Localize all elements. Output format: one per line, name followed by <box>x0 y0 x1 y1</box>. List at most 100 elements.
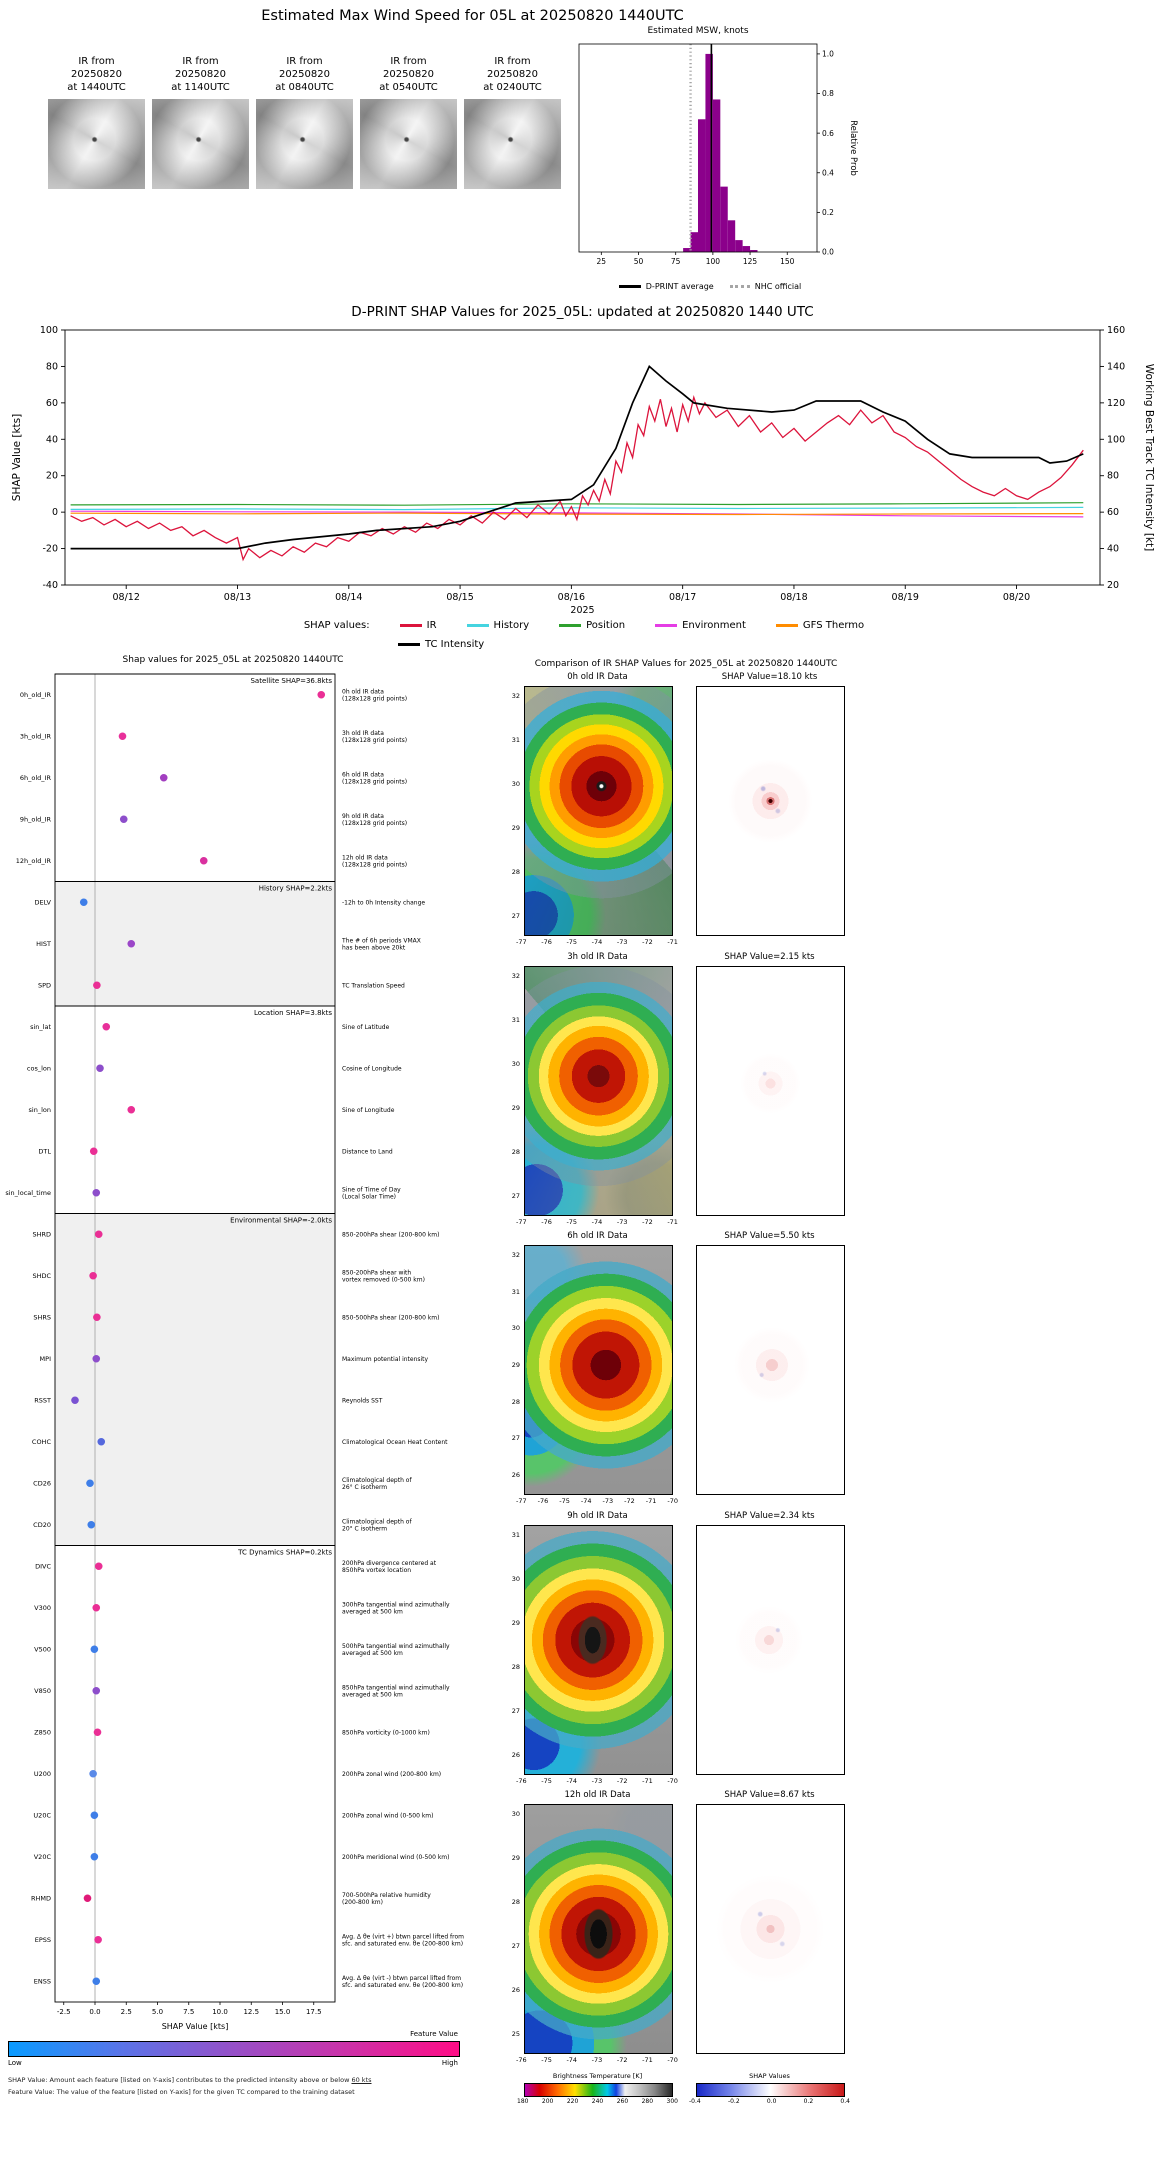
lat-tick-label: 27 <box>511 1434 520 1443</box>
feature-shap-dot <box>90 1852 99 1861</box>
svg-text:0.6: 0.6 <box>822 129 834 138</box>
longitude-axis: -77 -76 -75 -74 -73 -72 -71 <box>516 1218 678 1226</box>
feature-label: V500 <box>34 1645 51 1653</box>
shap-tick-label: -0.4 <box>689 2098 701 2105</box>
feature-annotation: Reynolds SST <box>342 1397 383 1404</box>
longitude-axis: -77 -76 -75 -74 -73 -72 -71 -70 <box>516 1497 678 1505</box>
feature-shap-dot <box>86 1479 94 1488</box>
shap-map-title: SHAP Value=8.67 kts <box>724 1790 815 1800</box>
svg-text:12.5: 12.5 <box>243 2008 259 2016</box>
feature-annotation: vortex removed (0-500 km) <box>342 1277 425 1284</box>
svg-text:08/12: 08/12 <box>113 592 140 603</box>
svg-text:2.5: 2.5 <box>121 2008 132 2016</box>
lon-tick-label: -76 <box>537 1497 549 1505</box>
histogram-bar <box>690 232 698 252</box>
lat-tick-label: 28 <box>511 1148 520 1156</box>
feature-annotation: sfc. and saturated env. θe (200-800 km) <box>342 1941 463 1948</box>
histogram-bar <box>705 53 713 253</box>
ir-thumbnail: IR from 20250820 at 1140UTC <box>152 56 249 190</box>
lat-tick-label: 27 <box>511 1192 520 1200</box>
histogram-bar <box>742 246 751 252</box>
feature-label: 9h_old_IR <box>20 815 52 823</box>
feature-annotation: (128x128 grid points) <box>342 696 407 703</box>
timeseries-ylabel-right: Working Best Track TC Intensity [kt] <box>1143 364 1155 551</box>
shap-map-title: SHAP Value=2.15 kts <box>724 952 815 962</box>
shap-colorbar-title: SHAP Values <box>749 2072 790 2080</box>
svg-text:-40: -40 <box>42 580 58 591</box>
lon-tick-label: -72 <box>624 1497 635 1505</box>
feature-label: MPI <box>40 1355 52 1363</box>
feature-shap-dot <box>102 1022 111 1031</box>
feature-annotation: 200hPa zonal wind (0-500 km) <box>342 1812 434 1819</box>
svg-text:0.0: 0.0 <box>89 2008 100 2016</box>
histogram-bar <box>683 248 691 252</box>
timeseries-xlabel: 2025 <box>570 605 594 616</box>
svg-text:15.0: 15.0 <box>275 2008 291 2016</box>
legend-item-dprint-average: D-PRINT average <box>618 282 714 291</box>
feature-annotation: (128x128 grid points) <box>342 737 407 744</box>
lat-tick-label: 31 <box>511 1531 520 1539</box>
svg-text:08/15: 08/15 <box>446 592 473 603</box>
latitude-axis: 32 31 30 29 28 27 <box>498 686 520 934</box>
svg-text:120: 120 <box>1107 398 1125 409</box>
ir-thumbnail-label: IR from 20250820 at 0840UTC <box>275 56 334 93</box>
feature-annotation: (128x128 grid points) <box>342 779 407 786</box>
svg-text:08/17: 08/17 <box>669 592 696 603</box>
lon-tick-label: -73 <box>591 2056 603 2064</box>
lat-tick-label: 31 <box>511 736 520 744</box>
environment-line-icon <box>655 624 678 627</box>
comparison-title: Comparison of IR SHAP Values for 2025_05… <box>534 659 838 669</box>
lat-tick-label: 30 <box>511 780 520 788</box>
shap-map-image <box>696 686 845 936</box>
svg-text:0.0: 0.0 <box>822 248 834 257</box>
latitude-axis: 31 30 29 28 27 26 <box>498 1525 520 1773</box>
legend-item-environment: Environment <box>655 620 746 631</box>
lon-tick-label: -72 <box>642 1218 653 1226</box>
feature-shap-dot <box>92 1603 101 1612</box>
shap-tick-label: -0.2 <box>727 2098 740 2105</box>
lon-tick-label: -72 <box>616 2056 628 2064</box>
lat-tick-label: 32 <box>511 972 520 980</box>
series-line-history <box>70 506 1084 511</box>
legend-item-tc-intensity: TC Intensity <box>398 639 484 650</box>
feature-shap-dot <box>96 1064 104 1073</box>
svg-text:0.8: 0.8 <box>822 89 834 98</box>
histogram-ylabel: Relative Prob <box>848 120 858 176</box>
svg-text:40: 40 <box>1107 544 1119 555</box>
lat-tick-label: 31 <box>511 1287 520 1296</box>
series-line-environment <box>70 510 1084 518</box>
feature-shap-dot <box>83 1894 92 1903</box>
feature-label: CD26 <box>33 1479 51 1487</box>
lon-tick-label: -70 <box>667 1497 678 1505</box>
ir-thumbnail-image <box>48 99 145 190</box>
feature-shap-dot <box>94 1230 103 1239</box>
feature-shap-dot <box>127 1105 136 1114</box>
svg-text:7.5: 7.5 <box>183 2008 194 2016</box>
histogram-bar <box>750 250 758 252</box>
lon-tick-label: -77 <box>516 1218 527 1226</box>
feature-shap-dot <box>93 981 101 990</box>
lon-tick-label: -76 <box>516 2056 527 2064</box>
longitude-axis: -76 -75 -74 -73 -72 -71 -70 <box>516 1777 678 1785</box>
feature-annotation: 26° C isotherm <box>342 1484 387 1491</box>
lon-tick-label: -70 <box>667 1777 678 1785</box>
ir-thumbnail-image <box>360 99 457 190</box>
shap-value-footnote: SHAP Value: Amount each feature [listed … <box>8 2076 372 2084</box>
lon-tick-label: -74 <box>580 1497 592 1505</box>
timeseries-ylabel-left: SHAP Value [kts] <box>11 414 23 501</box>
ir-map-image <box>524 1804 673 2054</box>
lat-tick-label: 29 <box>511 1619 520 1627</box>
dotted-line-icon <box>729 285 750 288</box>
shap-tick-label: 0.0 <box>766 2098 777 2105</box>
shap-map-image <box>696 1525 845 1775</box>
feature-shap-dot <box>90 1645 99 1654</box>
feature-annotation: 850-500hPa shear (200-800 km) <box>342 1314 439 1321</box>
svg-text:50: 50 <box>634 257 644 266</box>
feature-shap-dot <box>119 815 128 824</box>
ir-map-title: 6h old IR Data <box>567 1231 628 1241</box>
feature-label: U20C <box>33 1811 51 1819</box>
longitude-axis: -76 -75 -74 -73 -72 -71 -70 <box>516 2056 678 2064</box>
svg-text:08/19: 08/19 <box>892 592 919 603</box>
histogram-title: Estimated MSW, knots <box>647 26 748 36</box>
lat-tick-label: 29 <box>511 824 520 832</box>
